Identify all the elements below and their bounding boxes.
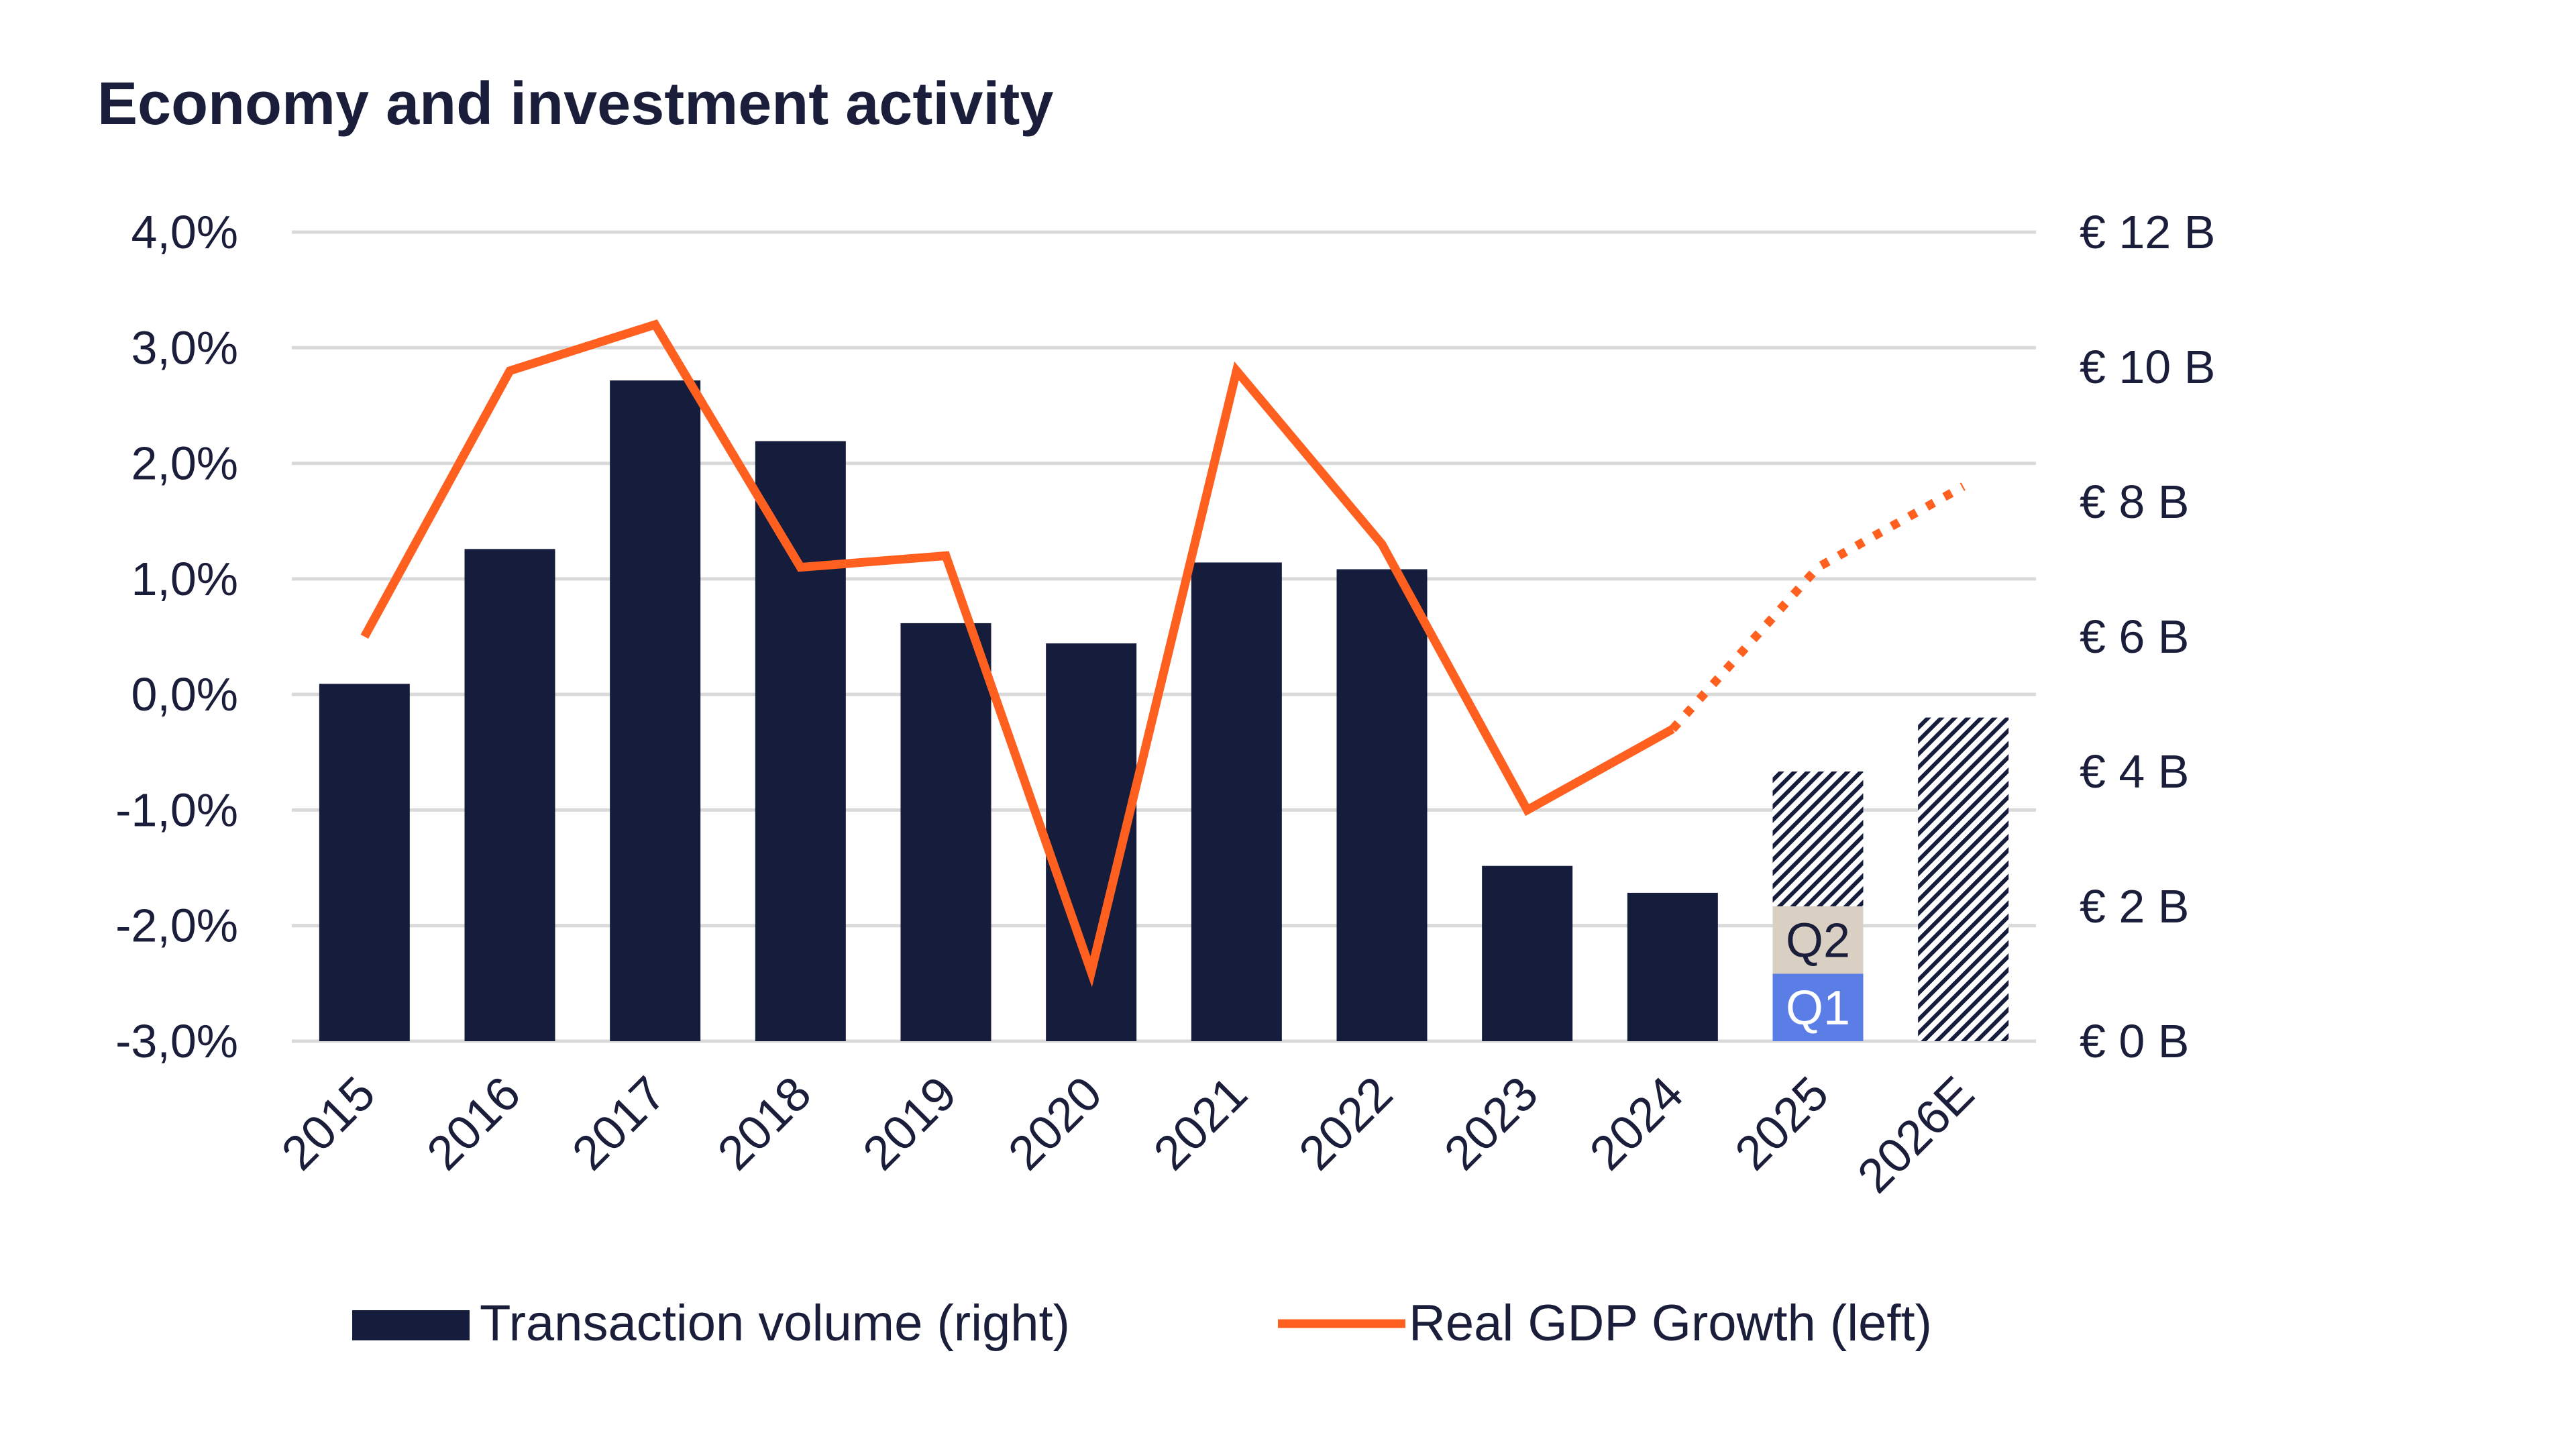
x-tick-label: 2026E (1847, 1067, 1984, 1204)
y-left-tick-label: -2,0% (115, 900, 238, 952)
x-tick-label: 2020 (998, 1067, 1112, 1181)
x-tick-label: 2021 (1144, 1067, 1258, 1181)
x-tick-label: 2024 (1580, 1067, 1694, 1181)
bar (1191, 562, 1282, 1041)
y-right-tick-label: € 12 B (2080, 206, 2215, 258)
y-right-tick-label: € 0 B (2080, 1015, 2189, 1067)
x-tick-label: 2022 (1289, 1067, 1403, 1181)
y-right-tick-label: € 6 B (2080, 610, 2189, 663)
y-left-tick-label: 4,0% (131, 206, 238, 258)
legend-label-line: Real GDP Growth (left) (1409, 1295, 1932, 1352)
bar (1336, 569, 1428, 1041)
chart-title: Economy and investment activity (97, 70, 1053, 138)
axes: 4,0% 3,0% 2,0% 1,0% 0,0% -1,0% -2,0% -3,0% € 12 … (115, 206, 2215, 1204)
x-tick-label: 2015 (272, 1067, 386, 1181)
y-right-tick-label: € 10 B (2080, 341, 2215, 393)
bar (1627, 892, 1718, 1041)
y-left-tick-label: 3,0% (131, 321, 238, 374)
y-left-tick-label: -1,0% (115, 784, 238, 836)
y-right-tick-label: € 4 B (2080, 745, 2189, 798)
y-right-tick-label: € 2 B (2080, 880, 2189, 933)
gdp-line (360, 319, 1966, 988)
y-left-tick-label: 0,0% (131, 668, 238, 721)
legend: Transaction volume (right) Real GDP Growt… (352, 1295, 1932, 1352)
x-tick-label: 2018 (708, 1067, 822, 1181)
bar-segment-label: Q2 (1786, 914, 1850, 967)
x-tick-label: 2025 (1725, 1067, 1839, 1181)
bar-segment-q1 (1772, 973, 1864, 1041)
bar (319, 684, 410, 1041)
bar-segment-forecast (1772, 771, 1864, 906)
x-tick-label: 2019 (853, 1067, 967, 1181)
bar-segment-q2 (1772, 906, 1864, 974)
bar (755, 441, 846, 1041)
bar (610, 380, 701, 1041)
legend-label-bar: Transaction volume (right) (480, 1295, 1070, 1352)
y-left-tick-label: -3,0% (115, 1015, 238, 1067)
y-left-tick-label: 1,0% (131, 553, 238, 605)
bar-segment-label: Q1 (1786, 981, 1850, 1035)
bar (464, 549, 555, 1041)
x-tick-label: 2023 (1434, 1067, 1548, 1181)
gdp-line-actual (360, 319, 1675, 988)
bar (1918, 717, 2009, 1041)
gdp-line-forecast (1669, 482, 1966, 733)
y-right-tick-label: € 8 B (2080, 476, 2189, 528)
bar (1482, 865, 1573, 1041)
bar (900, 623, 991, 1041)
legend-swatch-bar (352, 1310, 470, 1340)
x-tick-label: 2016 (417, 1067, 531, 1181)
y-left-tick-label: 2,0% (131, 437, 238, 490)
x-tick-label: 2017 (562, 1067, 676, 1181)
